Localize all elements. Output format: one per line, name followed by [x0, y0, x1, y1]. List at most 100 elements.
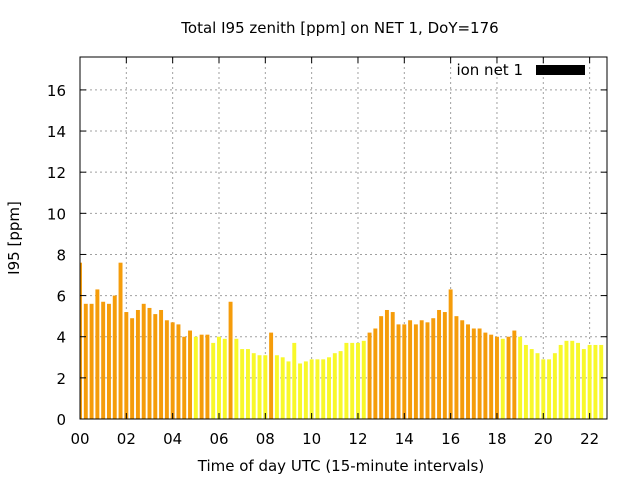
- bar: [431, 318, 436, 419]
- bar: [309, 359, 314, 419]
- bar: [240, 349, 245, 419]
- bar: [518, 336, 523, 419]
- y-tick-label: 6: [56, 288, 66, 306]
- y-axis-label: I95 [ppm]: [5, 201, 23, 275]
- bar: [460, 320, 465, 419]
- bar: [234, 338, 239, 419]
- bar: [489, 334, 494, 419]
- bar: [245, 349, 250, 419]
- bar: [367, 332, 372, 419]
- x-tick-label: 04: [163, 430, 182, 448]
- bar: [506, 336, 511, 419]
- bar: [303, 361, 308, 419]
- bar: [327, 357, 331, 419]
- bar: [350, 342, 355, 419]
- bar: [413, 324, 418, 419]
- bar: [199, 334, 204, 419]
- bar: [344, 342, 349, 419]
- bar: [112, 295, 117, 419]
- bar: [147, 307, 152, 419]
- bar: [477, 328, 482, 419]
- x-tick-label: 20: [534, 430, 553, 448]
- bar: [257, 355, 262, 419]
- bar: [570, 340, 575, 419]
- bar: [512, 330, 517, 419]
- bar: [379, 316, 384, 419]
- bar: [535, 353, 540, 419]
- bar: [494, 336, 499, 419]
- bar: [80, 262, 82, 419]
- bar: [251, 353, 256, 419]
- bar: [315, 359, 320, 419]
- bar: [321, 359, 326, 419]
- bars: [80, 262, 604, 419]
- bar: [390, 312, 395, 419]
- x-tick-label: 06: [209, 430, 228, 448]
- bar: [211, 342, 216, 419]
- bar: [188, 330, 193, 419]
- x-tick-label: 10: [302, 430, 321, 448]
- bar: [408, 320, 413, 419]
- legend-swatch: [536, 65, 585, 75]
- x-tick-label: 00: [70, 430, 89, 448]
- bar: [298, 363, 303, 419]
- x-axis-label: Time of day UTC (15-minute intervals): [197, 457, 484, 475]
- y-tick-label: 14: [47, 123, 66, 141]
- bar: [500, 338, 505, 419]
- bar: [529, 349, 534, 419]
- y-tick-label: 2: [56, 370, 66, 388]
- bar: [141, 303, 146, 419]
- bar: [274, 355, 279, 419]
- y-tick-label: 8: [56, 246, 66, 264]
- bar: [269, 332, 274, 419]
- x-tick-label: 16: [441, 430, 460, 448]
- bar: [130, 318, 135, 419]
- bar: [576, 342, 581, 419]
- bar: [541, 359, 546, 419]
- bar: [437, 309, 442, 419]
- bar: [564, 340, 569, 419]
- y-tick-label: 4: [56, 329, 66, 347]
- bar: [593, 344, 598, 419]
- bar: [228, 301, 233, 419]
- bar: [471, 328, 476, 419]
- bar: [193, 336, 198, 419]
- bar: [558, 344, 563, 419]
- bar: [332, 353, 337, 419]
- bar: [159, 309, 164, 419]
- bar: [402, 324, 407, 419]
- x-tick-label: 02: [117, 430, 136, 448]
- chart-title: Total I95 zenith [ppm] on NET 1, DoY=176: [180, 19, 498, 37]
- bar: [124, 312, 129, 419]
- x-tick-label: 18: [487, 430, 506, 448]
- bar: [176, 324, 181, 419]
- bar: [373, 328, 378, 419]
- bar: [106, 303, 111, 419]
- bar: [523, 344, 528, 419]
- bar: [483, 332, 488, 419]
- bar: [361, 340, 366, 419]
- x-tick-label: 22: [580, 430, 599, 448]
- bar: [95, 289, 100, 419]
- bar: [135, 309, 140, 419]
- bar: [286, 361, 291, 419]
- y-tick-label: 16: [47, 82, 66, 100]
- x-tick-label: 08: [256, 430, 275, 448]
- bar: [552, 353, 557, 419]
- bar: [396, 324, 401, 419]
- x-tick-label: 12: [348, 430, 367, 448]
- bar: [205, 334, 210, 419]
- y-tick-label: 10: [47, 205, 66, 223]
- bar: [419, 320, 424, 419]
- bar: [222, 338, 227, 419]
- bar: [280, 357, 285, 419]
- bar: [164, 320, 169, 419]
- y-tick-label: 12: [47, 164, 66, 182]
- plot-frame: [79, 56, 608, 420]
- bar: [454, 316, 459, 419]
- bar: [217, 336, 221, 419]
- y-tick-label: 0: [56, 411, 66, 429]
- bar: [587, 344, 592, 419]
